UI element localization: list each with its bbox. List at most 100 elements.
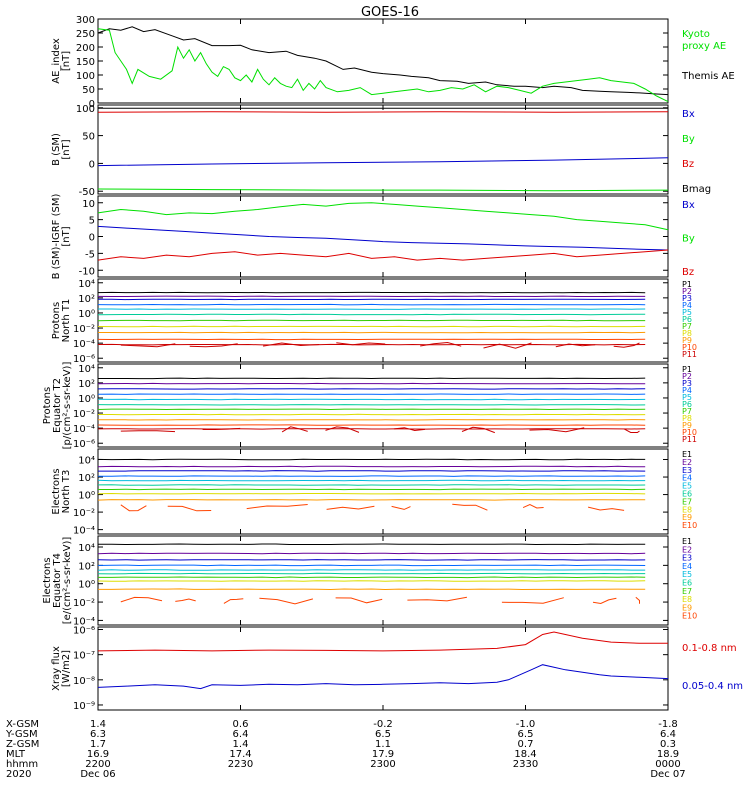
legend-entry: E2 (682, 458, 692, 467)
channel-line (97, 343, 646, 346)
channel-line-sparse (461, 426, 495, 434)
y-axis-label: AE_index (51, 38, 62, 84)
y-tick-label: 10⁻⁶ (73, 626, 95, 637)
channel-line-sparse (420, 341, 462, 347)
series-line (97, 157, 669, 167)
legend-entry: E2 (682, 545, 692, 554)
series-line (97, 249, 669, 261)
y-tick-label: -5 (85, 249, 95, 260)
y-tick-label: 200 (76, 43, 95, 54)
channel-line (97, 465, 646, 468)
channel-line (97, 559, 646, 561)
y-tick-label: -10 (79, 266, 95, 277)
channel-line (98, 470, 646, 472)
channel-line (97, 572, 646, 575)
legend-entry: E8 (682, 595, 692, 604)
series-line (97, 26, 669, 96)
channel-line-sparse (623, 428, 640, 433)
y-tick-label: 10⁴ (78, 456, 95, 467)
panel-bsm: -50 0 50 100 B (SM) [nT] Bx By Bz Bmag (51, 104, 711, 198)
axis-value: -0.2 (373, 719, 393, 730)
legend-entry: P1 (682, 280, 692, 289)
channel-line-sparse (391, 505, 411, 510)
y-axis-label: Xray flux (51, 646, 62, 691)
legend-entry: P7 (682, 407, 692, 416)
panel-en: 10⁴ 10² 10⁰ 10⁻² 10⁻⁴ Electrons North T3 E1E2E3… (51, 448, 697, 537)
legend-entry: P11 (682, 350, 697, 359)
y-tick-label: 10⁻⁸ (73, 676, 95, 687)
panel-ae: 0 50 100 150 200 250 300 AE_index [nT] Kyotoproxy… (51, 15, 735, 110)
channel-line-sparse (175, 598, 196, 602)
y-tick-label: 10⁰ (78, 309, 95, 320)
channel-line-sparse (223, 598, 244, 604)
legend-entry: P8 (682, 414, 692, 423)
y-axis-label: Electrons (51, 468, 62, 514)
y-tick-label: 10² (78, 379, 95, 390)
channel-line (97, 484, 646, 486)
legend-entry: E7 (682, 587, 692, 596)
y-tick-label: 10⁻⁶ (73, 439, 95, 450)
legend-entry: proxy AE (682, 41, 726, 52)
legend-entry: P6 (682, 400, 692, 409)
panel-pe: 10⁴ 10² 10⁰ 10⁻² 10⁻⁴ 10⁻⁶ Protons Equator T2 [p… (42, 362, 697, 451)
panel-frame (97, 626, 669, 711)
legend-entry: E3 (682, 466, 692, 475)
channel-line-sparse (120, 430, 176, 433)
legend-entry: E10 (682, 521, 697, 530)
y-tick-label: 10² (78, 561, 95, 572)
y-tick-label: 10⁰ (78, 394, 95, 405)
legend-entry: Themis AE (681, 71, 735, 82)
legend-entry: E4 (682, 562, 692, 571)
y-axis-label: Equator T4 (52, 553, 63, 608)
y-tick-label: 0 (89, 99, 95, 110)
series-line (97, 631, 668, 652)
legend-entry: P10 (682, 428, 697, 437)
legend-entry: 0.1-0.8 nm (682, 643, 737, 654)
axis-row-label: Z-GSM (6, 739, 39, 750)
axis-value: 6.5 (518, 729, 534, 740)
axis-value: 1.4 (233, 739, 249, 750)
channel-line-sparse (613, 342, 640, 348)
channel-line-sparse (483, 342, 532, 349)
channel-line-sparse (246, 504, 308, 510)
legend-entry: P5 (682, 393, 692, 402)
y-tick-label: 10⁻⁷ (73, 651, 95, 662)
y-tick-label: 150 (76, 57, 95, 68)
legend-entry: Bz (682, 267, 694, 278)
y-axis-label: North T1 (61, 299, 72, 343)
y-tick-label: 10⁻² (73, 409, 95, 420)
y-axis-label: B (SM)-IGRF (SM) (51, 194, 62, 280)
y-axis-label: [nT] (61, 226, 72, 246)
y-tick-label: 10⁻² (73, 324, 95, 335)
axis-row-label: hhmm (6, 759, 38, 770)
legend-entry: E4 (682, 474, 692, 483)
axis-value: 1.1 (375, 739, 391, 750)
y-tick-label: 50 (82, 132, 95, 143)
y-axis-label: Equator T2 (52, 378, 63, 433)
axis-value: 6.4 (233, 729, 249, 740)
axis-value: 6.4 (660, 729, 676, 740)
channel-line (98, 543, 646, 546)
y-tick-label: 5 (89, 216, 95, 227)
channel-line-sparse (202, 427, 241, 430)
y-axis-label: [nT] (61, 51, 72, 71)
channel-line-sparse (189, 343, 238, 348)
y-tick-label: 10⁻⁴ (73, 616, 95, 627)
series-line (97, 664, 669, 690)
series-line (97, 111, 669, 113)
legend-entry: P9 (682, 421, 692, 430)
legend-entry: P4 (682, 301, 692, 310)
channel-line-sparse (452, 503, 488, 511)
channel-line-sparse (336, 342, 386, 346)
axis-value: 0.7 (518, 739, 534, 750)
legend-entry: E6 (682, 490, 692, 499)
channel-line (98, 377, 646, 380)
channel-line (97, 580, 646, 582)
channel-line-sparse (326, 505, 375, 510)
channel-line (97, 552, 646, 555)
channel-line-sparse (335, 597, 383, 604)
legend-entry: P1 (682, 365, 692, 374)
channel-line-sparse (522, 504, 544, 509)
y-tick-label: 10⁻⁴ (73, 339, 95, 350)
legend-entry: Bx (682, 109, 695, 120)
